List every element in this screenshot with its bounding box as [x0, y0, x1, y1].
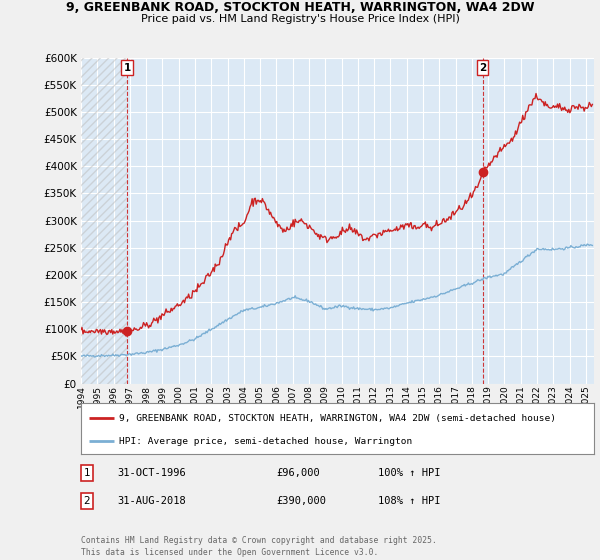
Text: 100% ↑ HPI: 100% ↑ HPI [378, 468, 440, 478]
Text: 31-OCT-1996: 31-OCT-1996 [117, 468, 186, 478]
Text: £390,000: £390,000 [276, 496, 326, 506]
Text: 1: 1 [83, 468, 91, 478]
Bar [81, 58, 127, 384]
Text: Contains HM Land Registry data © Crown copyright and database right 2025.
This d: Contains HM Land Registry data © Crown c… [81, 536, 437, 557]
Text: 1: 1 [124, 63, 131, 73]
Text: 9, GREENBANK ROAD, STOCKTON HEATH, WARRINGTON, WA4 2DW: 9, GREENBANK ROAD, STOCKTON HEATH, WARRI… [66, 1, 534, 14]
Text: 2: 2 [83, 496, 91, 506]
Text: 2: 2 [479, 63, 487, 73]
Text: 9, GREENBANK ROAD, STOCKTON HEATH, WARRINGTON, WA4 2DW (semi-detached house): 9, GREENBANK ROAD, STOCKTON HEATH, WARRI… [119, 414, 556, 423]
Text: HPI: Average price, semi-detached house, Warrington: HPI: Average price, semi-detached house,… [119, 436, 413, 446]
Text: 31-AUG-2018: 31-AUG-2018 [117, 496, 186, 506]
Text: 108% ↑ HPI: 108% ↑ HPI [378, 496, 440, 506]
Text: £96,000: £96,000 [276, 468, 320, 478]
Text: Price paid vs. HM Land Registry's House Price Index (HPI): Price paid vs. HM Land Registry's House … [140, 14, 460, 24]
